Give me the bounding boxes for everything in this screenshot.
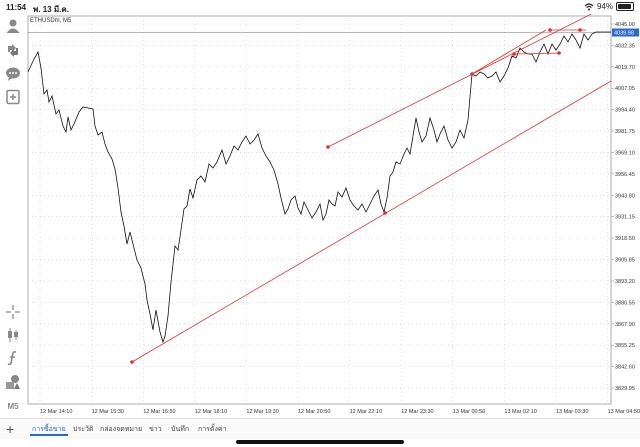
price-label: 4019.70: [615, 65, 635, 71]
tab-mailbox[interactable]: กล่องจดหมาย: [100, 426, 143, 433]
time-label: 12 Mar 19:30: [246, 409, 278, 415]
price-label: 3867.90: [615, 322, 635, 328]
time-label: 12 Mar 16:50: [143, 409, 175, 415]
price-label: 3855.25: [615, 343, 635, 349]
price-label: 3931.15: [615, 215, 635, 221]
status-date: พ. 13 มี.ค.: [33, 5, 69, 14]
tab-settings[interactable]: การตั้งค่า: [198, 426, 227, 433]
time-label: 12 Mar 14:10: [40, 409, 72, 415]
price-label: 3842.60: [615, 365, 635, 371]
wifi-icon: [584, 2, 594, 10]
price-label: 3829.95: [615, 386, 635, 392]
price-label: 3994.40: [615, 108, 635, 114]
time-label: 13 Mar 03:30: [556, 409, 588, 415]
crosshair-icon[interactable]: [5, 304, 21, 320]
price-line: [27, 31, 611, 344]
tab-news[interactable]: ข่าว: [149, 426, 162, 433]
candles-icon[interactable]: [5, 327, 21, 343]
current-price-marker: [612, 28, 639, 37]
price-chart-canvas[interactable]: ETHUSDm, M5 4045.00 4032.35 4019.70 4007.05 3…: [26, 3, 640, 417]
trend-point: [383, 211, 387, 215]
time-label: 12 Mar 15:30: [92, 409, 124, 415]
battery-fill: [618, 4, 632, 9]
price-label: 3969.10: [615, 150, 635, 156]
price-label: 3943.80: [615, 193, 635, 199]
add-tab-button[interactable]: +: [6, 421, 15, 437]
trend-point: [470, 72, 474, 76]
objects-icon[interactable]: [5, 374, 21, 390]
tab-history[interactable]: ประวัติ: [73, 426, 94, 433]
battery-percent: 94%: [596, 2, 613, 11]
trend-line: [471, 29, 547, 75]
price-chart[interactable]: ETHUSDm, M5 4045.00 4032.35 4019.70 4007.05 3…: [26, 3, 640, 417]
time-label: 13 Mar 02:10: [504, 409, 536, 415]
price-label: 3981.75: [615, 129, 635, 135]
home-indicator: [236, 440, 404, 444]
trend-point: [130, 360, 134, 364]
price-label: 4007.05: [615, 86, 635, 92]
price-label: 3893.20: [615, 279, 635, 285]
trend-line: [513, 52, 562, 55]
active-tab-indicator: [30, 434, 68, 436]
price-label: 3905.85: [615, 258, 635, 264]
time-label: 12 Mar 23:30: [401, 409, 433, 415]
battery-icon: [616, 2, 634, 11]
trend-point: [512, 52, 516, 56]
time-label: 12 Mar 22:10: [350, 409, 382, 415]
price-label: 3956.45: [615, 172, 635, 178]
status-bar: 11:54 พ. 13 มี.ค. 94%: [0, 0, 640, 14]
timeframe-button[interactable]: M5: [7, 401, 19, 411]
left-toolbar: M5: [0, 14, 26, 416]
trend-point: [548, 28, 552, 32]
price-label: 3918.50: [615, 236, 635, 242]
price-label: 4045.00: [615, 22, 635, 28]
trend-point: [557, 51, 561, 55]
chart-frame: [27, 15, 612, 405]
chat-icon[interactable]: [5, 66, 21, 82]
price-label: 4032.35: [615, 43, 635, 49]
account-icon[interactable]: [5, 18, 21, 34]
tab-trade[interactable]: การซื้อขาย: [32, 426, 66, 433]
time-label: 12 Mar 18:10: [195, 409, 227, 415]
add-window-icon[interactable]: [5, 89, 21, 105]
trend-line: [131, 80, 612, 363]
tab-journal[interactable]: บันทึก: [171, 426, 190, 433]
time-label: 13 Mar 04:50: [608, 409, 640, 415]
current-price-label: 4039.98: [614, 30, 634, 36]
trend-point: [578, 28, 582, 32]
time-label: 13 Mar 00:50: [453, 409, 485, 415]
trend-point: [326, 145, 330, 149]
trend-line: [327, 3, 612, 148]
status-time: 11:54: [6, 3, 27, 12]
indicators-icon[interactable]: [5, 350, 21, 366]
bottom-tab-bar: + การซื้อขาย ประวัติ กล่องจดหมาย ข่าว บั…: [0, 418, 640, 439]
price-label: 3880.55: [615, 300, 635, 306]
symbol-label: ETHUSDm, M5: [30, 18, 72, 24]
trade-arrows-icon[interactable]: [5, 42, 21, 58]
time-label: 12 Mar 20:50: [298, 409, 330, 415]
status-right: 94%: [584, 2, 634, 11]
